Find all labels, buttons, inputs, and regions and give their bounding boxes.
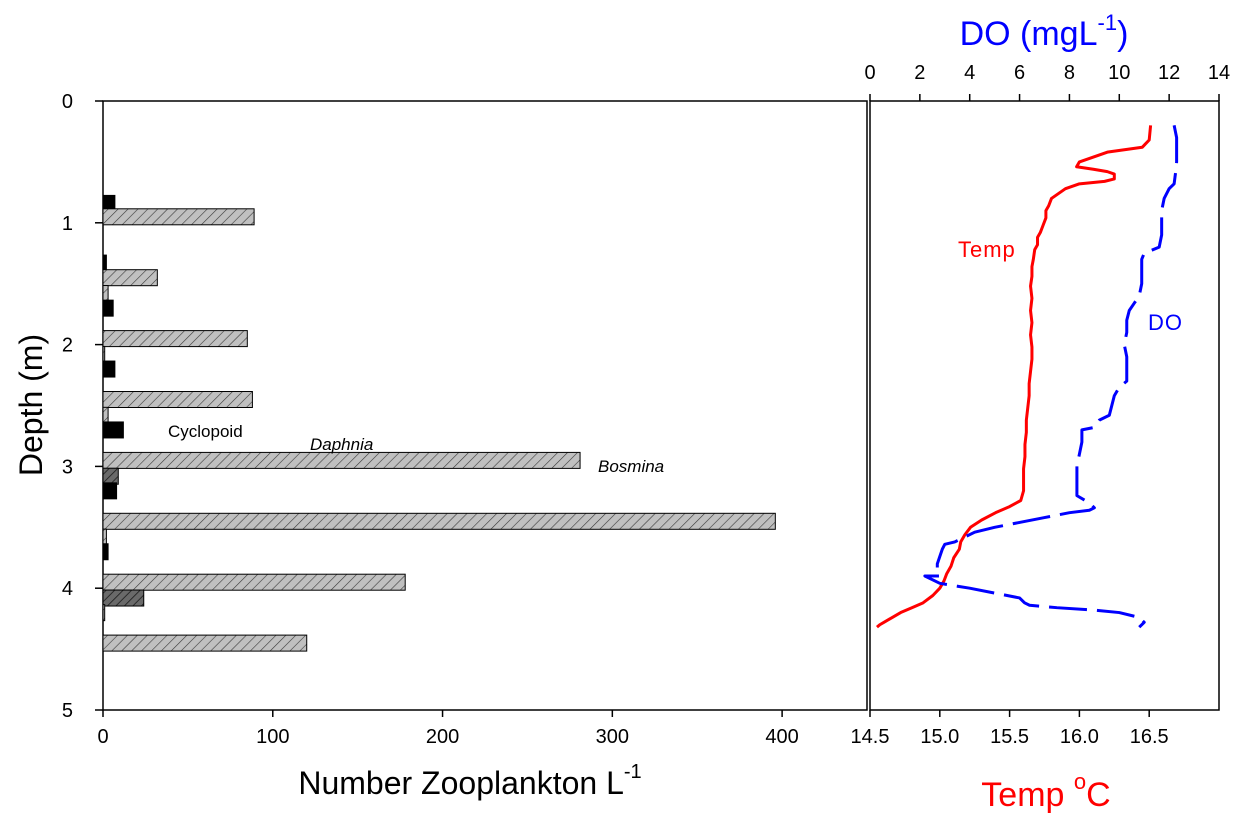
do-tick-label: 6 [1014,62,1025,84]
annotation-do: DO [1148,310,1183,335]
do-axis-title-sup: -1 [1098,10,1118,35]
do-axis-ticks: 0 2 4 6 8 10 12 14 [864,62,1230,101]
temp-axis-title: Temp oC [981,769,1110,814]
zooplankton-bar [102,634,308,652]
temp-tick-label: 16.5 [1130,726,1169,748]
zooplankton-bar [102,345,106,363]
zooplankton-bar [102,391,253,408]
temp-axis-title-sup: o [1074,769,1086,794]
zooplankton-bar [102,285,109,303]
do-tick-label: 2 [914,62,925,84]
do-tick-label: 12 [1158,62,1180,84]
temp-axis-title-unit: C [1086,776,1111,814]
temp-axis-ticks: 14.5 15.0 15.5 16.0 16.5 [851,710,1169,748]
annotation-bosmina: Bosmina [598,457,664,476]
left-y-tick-label: 1 [62,213,73,235]
zooplankton-panel: 0 100 200 300 400 0 1 2 3 4 5 Cyclopoid Daphnia B… [13,91,868,801]
temp-tick-label: 15.5 [990,726,1029,748]
left-y-tick-label: 5 [62,700,73,722]
annotation-daphnia: Daphnia [310,435,373,454]
left-x-ticks: 0 100 200 300 400 [97,710,799,748]
left-x-tick-label: 400 [765,726,798,748]
left-y-ticks: 0 1 2 3 4 5 [62,91,103,722]
zooplankton-bar [102,543,109,561]
left-y-tick-label: 2 [62,335,73,357]
zooplankton-bar [102,208,255,226]
series-line-do [923,125,1179,629]
zooplankton-bar [102,360,116,378]
do-tick-label: 10 [1108,62,1130,84]
zooplankton-bar [102,406,109,424]
zooplankton-bar [102,299,114,317]
zooplankton-bar [102,512,776,530]
zooplankton-bar [102,451,581,469]
temp-tick-label: 14.5 [851,726,890,748]
zooplankton-bar [102,421,124,439]
zooplankton-bar [102,254,107,272]
do-tick-label: 14 [1208,62,1230,84]
do-tick-label: 0 [864,62,875,84]
left-y-tick-label: 4 [62,578,73,600]
temp-axis-title-main: Temp [981,776,1074,814]
do-tick-label: 8 [1064,62,1075,84]
right-plot-frame [869,100,1220,711]
zooplankton-bar [102,604,106,622]
temp-tick-label: 15.0 [920,726,959,748]
series-line-temp [875,125,1153,629]
zooplankton-bar [102,589,145,607]
left-x-tick-label: 200 [426,726,459,748]
zooplankton-bar [102,269,158,287]
zooplankton-bar [102,482,118,500]
zooplankton-bar [102,330,248,348]
do-temp-series [875,125,1179,629]
do-axis-title: DO (mgL-1) [960,10,1129,53]
left-x-tick-label: 0 [97,726,108,748]
left-x-axis-title-main: Number Zooplankton L [298,765,624,801]
left-x-axis-title: Number Zooplankton L-1 [298,761,641,801]
zooplankton-bars [102,194,776,652]
left-y-tick-label: 0 [62,91,73,113]
zooplankton-bar [102,467,119,485]
left-x-axis-title-sup: -1 [624,761,642,783]
do-axis-title-close: ) [1117,15,1128,53]
left-x-tick-label: 300 [596,726,629,748]
do-axis-title-main: DO (mgL [960,15,1098,53]
do-temp-panel: 0 2 4 6 8 10 12 14 14.5 15.0 15.5 16.0 16.5 Temp DO… [851,10,1231,814]
annotation-temp: Temp [958,237,1016,262]
left-x-tick-label: 100 [256,726,289,748]
do-tick-label: 4 [964,62,975,84]
annotation-cyclopoid: Cyclopoid [168,422,243,441]
zooplankton-bar [102,528,107,546]
left-y-axis-title: Depth (m) [13,334,49,476]
zooplankton-bar [102,573,406,591]
temp-tick-label: 16.0 [1060,726,1099,748]
left-y-tick-label: 3 [62,456,73,478]
